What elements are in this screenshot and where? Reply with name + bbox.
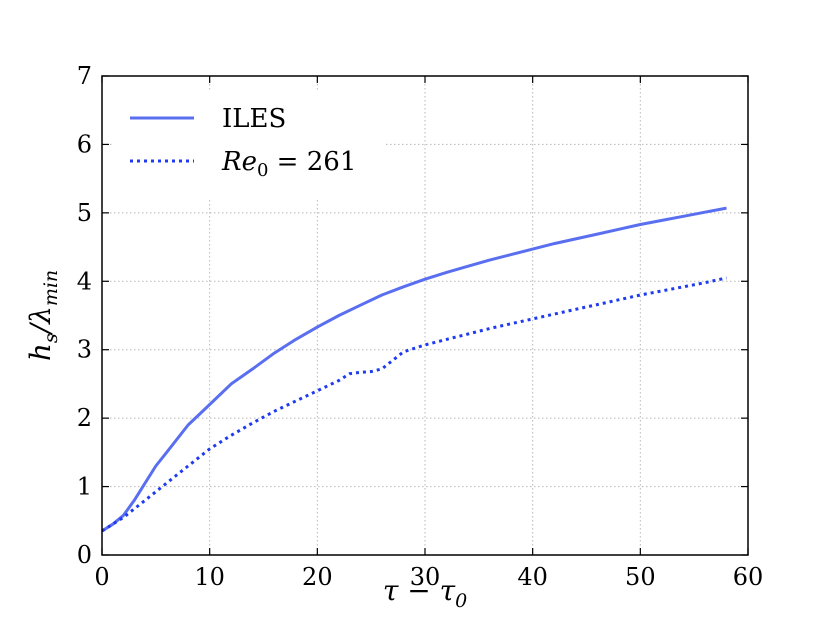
series-line-re0: [101, 276, 727, 533]
x-tick-label-30: 30: [410, 563, 441, 591]
legend-re-value: = 261: [268, 147, 356, 177]
y-axis-label-sub-min: min: [40, 270, 62, 306]
y-axis-label-sub-s: s: [40, 333, 62, 343]
series-layer: [101, 206, 727, 533]
x-tick-label-20: 20: [302, 563, 333, 591]
x-axis-label-main: τ − τ: [383, 574, 456, 607]
y-tick-label-7: 7: [77, 62, 92, 90]
x-tick-label-10: 10: [194, 563, 225, 591]
x-tick-label-0: 0: [94, 563, 109, 591]
legend: ILES Re0 = 261: [114, 90, 384, 200]
y-axis-label-lambda: /λ: [24, 306, 57, 336]
y-tick-label-0: 0: [77, 541, 92, 569]
y-axis-label-h: h: [24, 343, 57, 361]
x-tick-label-50: 50: [625, 563, 656, 591]
x-axis-label: τ − τ0: [383, 574, 467, 612]
y-tick-label-1: 1: [77, 473, 92, 501]
legend-re-symbol: Re: [221, 147, 257, 177]
y-axis-label: hs/λmin: [24, 270, 62, 361]
y-tick-label-4: 4: [77, 267, 92, 295]
legend-label-iles: ILES: [222, 104, 286, 134]
y-tick-label-6: 6: [77, 130, 92, 158]
y-tick-label-2: 2: [77, 404, 92, 432]
legend-box: [114, 90, 384, 200]
x-axis-label-subscript: 0: [455, 590, 467, 612]
legend-label-re0: Re0 = 261: [221, 147, 356, 181]
y-tick-label-5: 5: [77, 199, 92, 227]
y-tick-label-3: 3: [77, 336, 92, 364]
series-line-iles: [101, 206, 727, 533]
legend-re-subscript: 0: [257, 160, 268, 181]
x-tick-label-40: 40: [517, 563, 548, 591]
axis-ticks: 0 10 20 30 40 50 60 0 1 2 3 4 5 6 7: [77, 62, 764, 591]
x-tick-label-60: 60: [733, 563, 764, 591]
